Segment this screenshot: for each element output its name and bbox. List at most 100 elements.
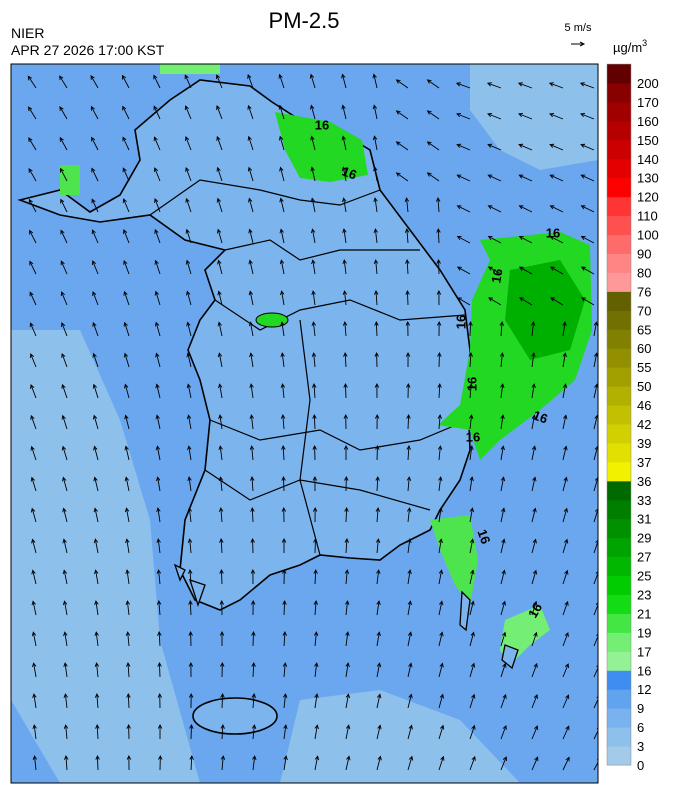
wind-arrow [468, 383, 474, 399]
colorbar: 0369121617192123252729313336373942465055… [606, 63, 659, 773]
wind-arrow [283, 755, 288, 771]
wind-arrow [531, 631, 538, 647]
contour-label: 16 [525, 600, 545, 620]
wind-arrow [500, 383, 505, 399]
wind-arrow [405, 259, 410, 275]
wind-arrow [344, 476, 349, 492]
wind-arrow [93, 507, 99, 523]
wind-arrow [28, 198, 37, 213]
wind-arrow [341, 104, 347, 120]
colorbar-label: 80 [637, 265, 651, 280]
wind-arrow [518, 205, 533, 213]
wind-arrow [406, 507, 412, 523]
colorbar-band [607, 518, 631, 539]
wind-arrow [250, 569, 256, 585]
colorbar-label: 110 [637, 209, 658, 224]
jeju-island [192, 697, 278, 735]
wind-arrow [343, 414, 349, 430]
wind-arrow [437, 383, 442, 399]
wind-arrow [157, 693, 163, 709]
wind-arrow [125, 569, 130, 585]
colorbar-band [607, 613, 631, 633]
wind-arrow [500, 476, 506, 492]
wind-arrow [314, 724, 319, 740]
wind-arrow [185, 166, 192, 182]
wind-arrow [580, 205, 595, 213]
wind-arrow [29, 291, 37, 306]
colorbar-label: 60 [637, 341, 651, 356]
wind-arrow [407, 538, 412, 554]
wind-arrow [32, 724, 37, 740]
wind-arrow [249, 352, 254, 368]
wind-arrow [469, 476, 474, 492]
wind-arrow [278, 104, 285, 120]
colorbar-band [607, 367, 631, 387]
colorbar-label: 140 [637, 152, 659, 167]
wind-arrow [250, 507, 255, 523]
wind-arrow [530, 321, 536, 337]
wind-arrow [407, 600, 413, 616]
wind-arrow [188, 662, 194, 678]
wind-arrow [455, 82, 471, 89]
colorbar-band [607, 234, 631, 254]
wind-arrow [279, 228, 285, 244]
wind-arrow [63, 724, 69, 740]
wind-arrow [562, 414, 568, 430]
wind-arrow [579, 82, 595, 89]
wind-arrow [185, 197, 192, 213]
wind-arrow [562, 600, 569, 616]
wind-arrow [376, 693, 382, 709]
wind-arrow [28, 137, 37, 151]
colorbar-band [607, 329, 631, 349]
wind-arrow [282, 600, 287, 616]
wind-arrow [218, 476, 224, 492]
wind-arrow [344, 569, 350, 585]
colorbar-band [607, 253, 631, 273]
wind-arrow [278, 135, 285, 151]
wind-arrow [249, 383, 254, 399]
colorbar-band [607, 120, 631, 141]
wind-arrow [406, 476, 412, 492]
wind-arrow [344, 507, 349, 523]
wind-arrow [217, 321, 223, 337]
wind-arrow [456, 143, 471, 151]
wind-arrow [407, 631, 413, 647]
wind-arrow [437, 352, 442, 368]
wind-arrow [60, 167, 68, 182]
wind-arrow [188, 693, 194, 709]
colorbar-band [607, 746, 631, 766]
wind-arrow [405, 352, 411, 368]
wind-arrow [373, 228, 378, 244]
wind-arrow [436, 197, 441, 213]
wind-arrow [156, 507, 161, 523]
wind-arrow [562, 725, 570, 740]
wind-arrow [31, 600, 37, 616]
colorbar-label: 160 [637, 114, 659, 129]
wind-arrow [487, 236, 502, 244]
wind-arrow [92, 414, 99, 430]
colorbar-band [607, 348, 631, 368]
wind-arrow [31, 538, 37, 554]
wind-arrow [548, 82, 564, 89]
high-concentration-area [60, 165, 80, 195]
wind-arrow [562, 476, 568, 492]
wind-arrow [438, 600, 444, 616]
contour-label: 16 [546, 225, 560, 240]
wind-arrow [189, 755, 194, 771]
wind-arrow [469, 693, 476, 709]
wind-arrow [310, 166, 316, 182]
wind-arrow [61, 414, 68, 430]
colorbar-label: 31 [637, 512, 651, 527]
wind-arrow [252, 755, 257, 771]
wind-arrow [549, 143, 564, 151]
high-concentration-area [160, 64, 220, 74]
colorbar-label: 55 [637, 360, 651, 375]
wind-arrow [155, 414, 161, 430]
wind-arrow [220, 724, 225, 740]
land [17, 79, 471, 611]
wind-arrow [468, 352, 473, 368]
wind-arrow [186, 290, 192, 306]
high-concentration-area [505, 260, 585, 360]
agency: NIER [11, 25, 44, 41]
wind-arrow [580, 113, 595, 120]
